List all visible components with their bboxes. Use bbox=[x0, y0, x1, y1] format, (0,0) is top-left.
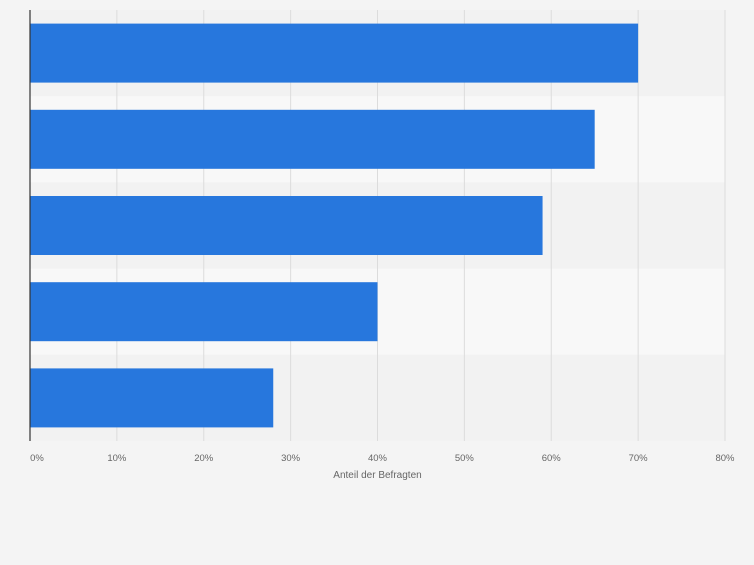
x-tick-label: 80% bbox=[715, 453, 735, 464]
bar[interactable] bbox=[30, 109, 595, 169]
bar[interactable] bbox=[30, 368, 274, 428]
x-tick-label: 30% bbox=[281, 453, 301, 464]
bar[interactable] bbox=[30, 282, 378, 342]
x-tick-label: 60% bbox=[542, 453, 562, 464]
bars bbox=[30, 23, 639, 428]
x-tick-label: 20% bbox=[194, 453, 214, 464]
x-tick-label: 50% bbox=[455, 453, 475, 464]
x-tick-label: 70% bbox=[629, 453, 649, 464]
x-tick-label: 0% bbox=[30, 453, 44, 464]
x-tick-label: 40% bbox=[368, 453, 388, 464]
x-tick-label: 10% bbox=[107, 453, 127, 464]
x-tick-labels: 0% 10% 20% 30% 40% 50% 60% 70% 80% bbox=[30, 453, 735, 464]
bar[interactable] bbox=[30, 23, 639, 83]
x-axis-title: Anteil der Befragten bbox=[333, 470, 421, 481]
bar[interactable] bbox=[30, 196, 543, 255]
